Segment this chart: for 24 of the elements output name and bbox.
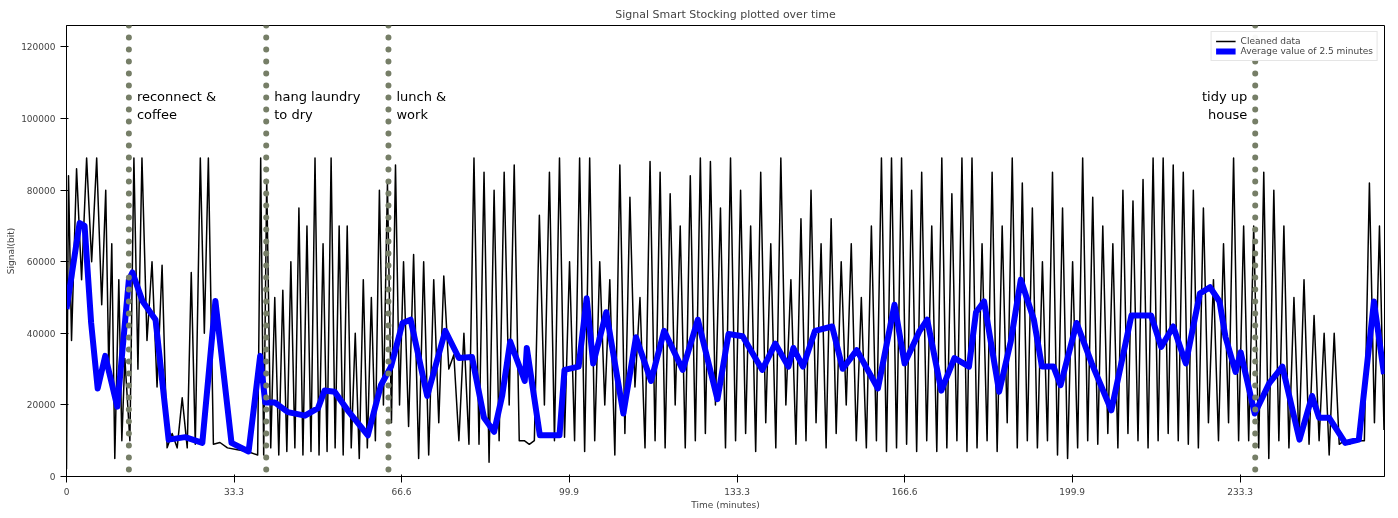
y-tick-label: 80000 — [26, 185, 56, 196]
y-tick-label: 100000 — [21, 114, 56, 125]
x-tick-label: 199.9 — [1059, 486, 1086, 497]
ref-line-label: hang laundry to dry — [274, 88, 361, 122]
y-tick-label: 120000 — [21, 42, 56, 53]
y-axis-title: Signal(bit) — [6, 227, 17, 275]
x-tick-label: 133.3 — [724, 486, 750, 497]
ref-line-label: lunch & work — [396, 88, 447, 122]
y-tick-label: 20000 — [26, 400, 56, 411]
x-tick-label: 0 — [63, 486, 70, 497]
x-tick-label: 66.6 — [391, 486, 412, 497]
x-tick-label: 33.3 — [224, 486, 245, 497]
y-tick-label: 0 — [49, 472, 56, 482]
x-tick-label: 99.9 — [559, 486, 580, 497]
chart-title: Signal Smart Stocking plotted over time — [615, 7, 836, 21]
y-tick-label: 60000 — [26, 257, 56, 268]
legend-label: Cleaned data — [1240, 36, 1301, 46]
ref-line-label: reconnect & coffee — [136, 88, 217, 122]
y-tick-label: 40000 — [26, 328, 56, 339]
legend-label: Average value of 2.5 minutes — [1240, 46, 1373, 56]
x-axis-title: Time (minutes) — [690, 499, 760, 510]
x-tick-label: 166.6 — [891, 486, 918, 497]
ref-line-label: tidy up house — [1201, 88, 1248, 122]
x-tick-label: 233.3 — [1227, 486, 1254, 497]
